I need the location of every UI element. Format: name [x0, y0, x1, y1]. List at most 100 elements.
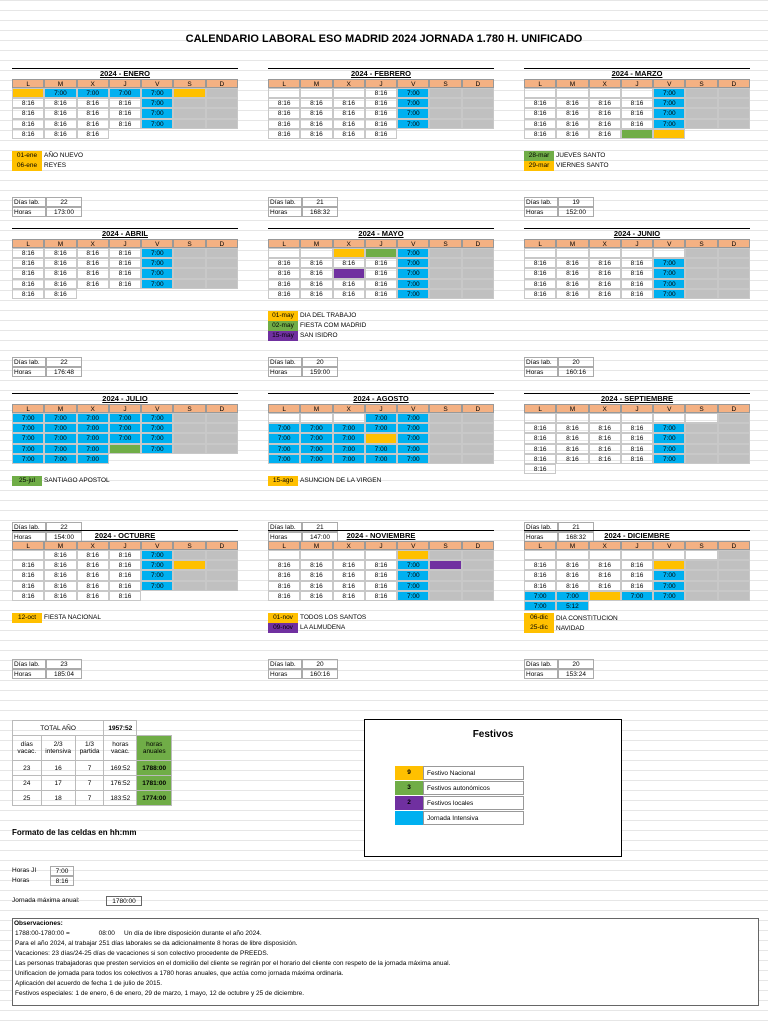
weekday-header: X: [588, 239, 621, 248]
day-cell: 8:16: [620, 580, 654, 591]
holiday-name: AÑO NUEVO: [44, 152, 84, 160]
day-cell: 7:00: [141, 443, 174, 454]
day-cell: 8:16: [268, 118, 301, 129]
day-cell: 8:16: [300, 590, 333, 601]
day-cell: 7:00: [397, 570, 430, 581]
day-cell: 8:16: [108, 590, 142, 601]
month-name: 2024 - SEPTIEMBRE: [524, 393, 750, 404]
holiday-name: TODOS LOS SANTOS: [300, 614, 367, 622]
totals-cell: 169:52: [103, 760, 138, 776]
day-cell: 7:00: [397, 433, 430, 444]
day-cell: [461, 590, 494, 601]
weekday-header: V: [653, 404, 686, 413]
day-cell: 7:00: [141, 118, 174, 129]
day-cell: [620, 248, 654, 259]
totals-cell: 176:52: [103, 775, 138, 791]
weekday-header: V: [397, 404, 430, 413]
weekday-header: V: [397, 239, 430, 248]
month-name: 2024 - DICIEMBRE: [524, 530, 750, 541]
day-cell: 8:16: [12, 278, 45, 289]
observaciones-title: Observaciones:: [14, 920, 63, 927]
month-name: 2024 - JULIO: [12, 393, 238, 404]
horas-label: Horas: [12, 366, 46, 377]
day-cell: [524, 88, 557, 99]
day-cell: 7:00: [364, 453, 398, 464]
totals-header: horas anuales: [136, 735, 172, 761]
observation-line: Aplicación del acuerdo de fecha 1 de jul…: [15, 980, 163, 987]
day-cell: [12, 88, 45, 99]
day-cell: [717, 268, 750, 279]
weekday-header: V: [141, 79, 174, 88]
day-cell: 7:00: [268, 433, 301, 444]
jornada-max-value: 1780:00: [106, 896, 142, 906]
totals-cell: 23: [12, 760, 42, 776]
festivos-legend: Festivos 9 Festivo Nacional 3 Festivos auto…: [364, 719, 622, 857]
horas-label: Horas: [524, 206, 558, 217]
observation-line: Las personas trabajadoras que presten se…: [15, 960, 451, 967]
total-year-value: 1957:52: [103, 720, 138, 736]
day-cell: 7:00: [620, 590, 654, 601]
day-cell: 8:16: [364, 288, 398, 299]
day-cell: 8:16: [332, 258, 365, 269]
day-cell: 8:16: [12, 98, 45, 109]
holiday-row: 25-jul SANTIAGO APOSTOL: [12, 475, 238, 486]
day-cell: 7:00: [332, 443, 365, 454]
day-cell: [588, 590, 621, 601]
day-cell: 8:16: [268, 288, 301, 299]
month-5: 2024 - MAYO L M X J V S D 7:00 8:16 8:16 8:16 8:16 7:…: [268, 228, 494, 377]
day-cell: 7:00: [653, 278, 686, 289]
day-cell: [173, 443, 206, 454]
day-cell: 7:00: [141, 98, 174, 109]
observaciones-box: Observaciones: 1788:00-1780:00 = 08:00 U…: [12, 918, 759, 1006]
day-cell: 7:00: [653, 570, 686, 581]
day-cell: 8:16: [76, 268, 109, 279]
day-cell: 8:16: [332, 118, 365, 129]
dias-value: 20: [558, 356, 594, 367]
day-cell: 8:16: [76, 570, 109, 581]
holiday-name: SAN ISIDRO: [300, 332, 338, 340]
day-cell: 8:16: [588, 98, 621, 109]
holiday-row: 06-dic DIA CONSTITUCION: [524, 613, 750, 624]
weekday-header: S: [173, 404, 206, 413]
day-cell: [173, 268, 206, 279]
day-cell: 7:00: [108, 413, 142, 424]
holiday-date: 06-ene: [12, 160, 42, 171]
day-cell: 8:16: [268, 570, 301, 581]
weekday-header: S: [685, 404, 718, 413]
day-cell: 8:16: [588, 443, 621, 454]
day-cell: 8:16: [364, 98, 398, 109]
day-cell: 8:16: [588, 453, 621, 464]
day-cell: [588, 248, 621, 259]
day-cell: 8:16: [44, 560, 77, 571]
horas-value: 168:32: [302, 206, 338, 217]
day-cell: 8:16: [556, 258, 589, 269]
weekday-header: X: [588, 541, 621, 550]
day-cell: [556, 88, 589, 99]
weekday-header: J: [620, 239, 654, 248]
day-cell: 8:16: [556, 118, 589, 129]
holiday-name: FIESTA COM MADRID: [300, 322, 367, 330]
day-cell: 7:00: [141, 413, 174, 424]
day-cell: [461, 288, 494, 299]
weekday-header: L: [524, 541, 557, 550]
day-cell: [685, 268, 718, 279]
weekday-header: S: [173, 79, 206, 88]
dias-label: Días lab.: [268, 356, 302, 367]
day-cell: [461, 453, 494, 464]
day-cell: 7:00: [397, 248, 430, 259]
weekday-header: S: [685, 79, 718, 88]
day-cell: 7:00: [268, 443, 301, 454]
horas-label: Horas: [268, 206, 302, 217]
day-cell: [429, 433, 462, 444]
weekday-header: D: [461, 79, 494, 88]
day-cell: 8:16: [300, 258, 333, 269]
day-cell: 8:16: [588, 288, 621, 299]
holiday-row: 15-ago ASUNCION DE LA VIRGEN: [268, 475, 494, 486]
totals-cell: 1788:00: [136, 760, 172, 776]
horas-value: 160:16: [302, 668, 338, 679]
holiday-name: LA ALMUDENA: [300, 624, 346, 632]
day-cell: 7:00: [300, 433, 333, 444]
horas-value: 153:24: [558, 669, 594, 680]
day-cell: [173, 413, 206, 424]
festivos-title: Festivos: [472, 729, 514, 740]
